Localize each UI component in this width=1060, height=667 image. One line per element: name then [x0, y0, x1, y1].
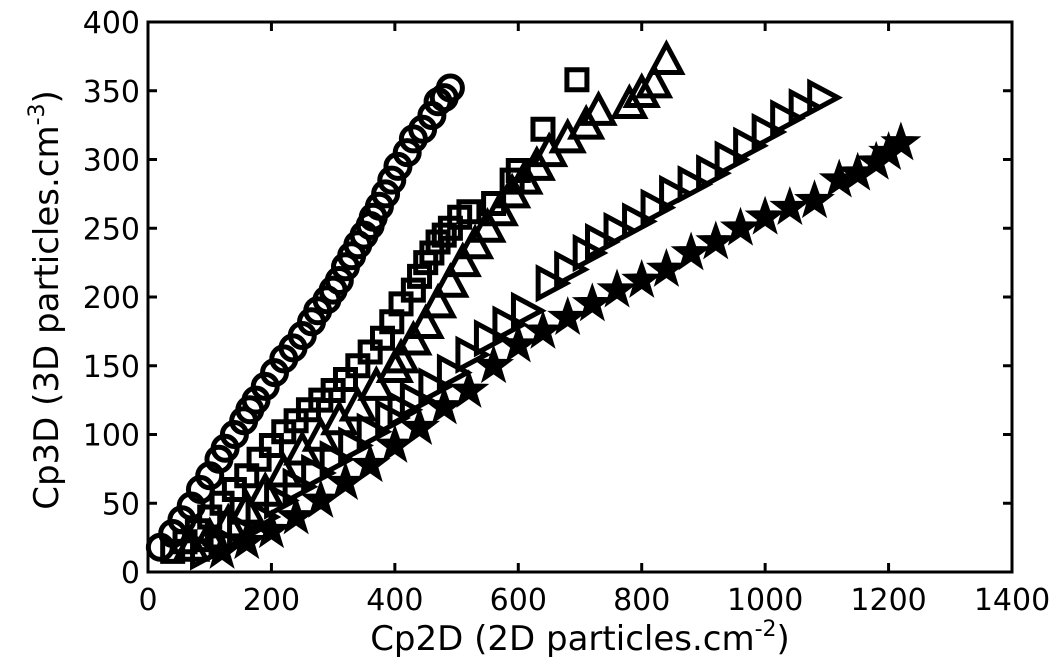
- data-point-circle: [371, 179, 401, 209]
- data-point-square: [456, 199, 482, 225]
- data-point-circle: [324, 266, 354, 295]
- data-point-triangle-right: [659, 174, 695, 214]
- data-point-star: [596, 268, 638, 308]
- data-point-square: [431, 222, 457, 248]
- data-point-triangle-right: [399, 380, 436, 420]
- data-point-triangle-right: [264, 481, 300, 520]
- data-marks: [145, 39, 922, 571]
- data-point-triangle: [357, 365, 396, 401]
- data-point-triangle-right: [356, 412, 393, 451]
- data-point-triangle-right: [807, 78, 843, 117]
- data-point-triangle-right: [473, 319, 510, 358]
- data-point-triangle-right: [696, 154, 732, 193]
- data-point-star: [744, 195, 786, 235]
- data-point-triangle-right: [714, 140, 751, 179]
- data-point-triangle: [480, 190, 519, 227]
- x-tick-label: 1000: [727, 583, 803, 618]
- x-tick-label: 200: [243, 583, 300, 618]
- y-tick-label: 50: [102, 487, 140, 522]
- tick-labels: 0 200 400 600 800 1000 1200 1400 0 50 100 150 200 250…: [83, 6, 1050, 618]
- data-point-circle: [392, 138, 422, 168]
- data-point-star: [497, 323, 539, 363]
- data-point-square: [564, 67, 590, 93]
- data-point-triangle: [443, 241, 482, 278]
- y-tick-label: 0: [121, 556, 140, 591]
- data-point-circle: [435, 73, 465, 103]
- data-point-star: [250, 509, 292, 549]
- data-point-star: [769, 186, 811, 226]
- data-point-triangle: [418, 282, 458, 319]
- data-point-triangle-right: [677, 165, 714, 204]
- y-tick-label: 100: [83, 419, 140, 454]
- data-point-star: [448, 368, 490, 408]
- y-tick-label: 200: [83, 281, 140, 316]
- data-point-triangle-right: [603, 211, 640, 251]
- data-point-triangle-right: [319, 440, 356, 479]
- data-point-star: [621, 258, 663, 298]
- data-point-triangle-right: [492, 305, 529, 344]
- data-point-triangle-right: [733, 126, 769, 165]
- x-tick-label: 800: [613, 583, 670, 618]
- data-point-triangle-right: [751, 112, 788, 152]
- data-point-triangle-right: [190, 532, 226, 571]
- data-point-square: [400, 277, 426, 303]
- data-point-triangle: [634, 62, 674, 99]
- x-tick-label: 1200: [850, 583, 926, 618]
- data-point-triangle-right: [535, 264, 572, 303]
- data-point-triangle-right: [301, 453, 337, 493]
- data-point-triangle: [610, 83, 649, 119]
- data-point-triangle-right: [455, 335, 492, 374]
- data-point-triangle-right: [585, 222, 621, 262]
- data-point-triangle-right: [554, 250, 590, 289]
- data-point-circle: [377, 165, 407, 195]
- y-tick-label: 400: [83, 6, 140, 41]
- data-point-star: [695, 220, 737, 260]
- data-point-square: [407, 263, 433, 289]
- data-point-triangle-right: [788, 88, 825, 127]
- y-tick-label: 300: [83, 144, 140, 179]
- data-point-triangle-right: [418, 367, 455, 406]
- x-tick-label: 400: [366, 583, 423, 618]
- data-point-star: [522, 309, 564, 349]
- data-point-star: [880, 121, 922, 161]
- data-point-triangle: [381, 337, 421, 374]
- data-point-star: [571, 282, 613, 322]
- data-point-triangle-right: [282, 467, 319, 506]
- data-point-star: [226, 520, 268, 560]
- data-point-triangle-right: [770, 99, 806, 138]
- data-point-square: [530, 116, 556, 142]
- x-axis-title: Cp2D (2D particles.cm-2): [370, 617, 790, 659]
- y-tick-label: 150: [83, 350, 140, 385]
- data-point-star: [794, 179, 835, 219]
- data-point-triangle: [647, 39, 686, 75]
- data-point-triangle: [406, 303, 445, 339]
- x-tick-label: 1400: [974, 583, 1050, 618]
- data-point-triangle: [622, 72, 661, 108]
- data-point-star: [201, 529, 243, 569]
- axis-ticks: [146, 20, 1014, 574]
- data-point-triangle-right: [338, 426, 374, 465]
- data-point-triangle: [431, 261, 470, 298]
- data-point-triangle-right: [622, 202, 658, 241]
- data-point-triangle: [579, 90, 618, 126]
- data-point-triangle-right: [640, 188, 677, 227]
- x-tick-label: 0: [138, 583, 157, 618]
- data-point-triangle-right: [436, 353, 473, 392]
- data-point-star: [670, 231, 712, 271]
- data-point-star: [719, 206, 761, 246]
- x-tick-label: 600: [490, 583, 547, 618]
- data-point-star: [547, 296, 589, 336]
- y-axis-title: Cp3D (3D particles.cm-3): [25, 90, 67, 510]
- data-point-triangle-right: [510, 291, 547, 330]
- y-tick-label: 250: [83, 212, 140, 247]
- data-point-star: [423, 385, 465, 425]
- y-tick-label: 350: [83, 75, 140, 110]
